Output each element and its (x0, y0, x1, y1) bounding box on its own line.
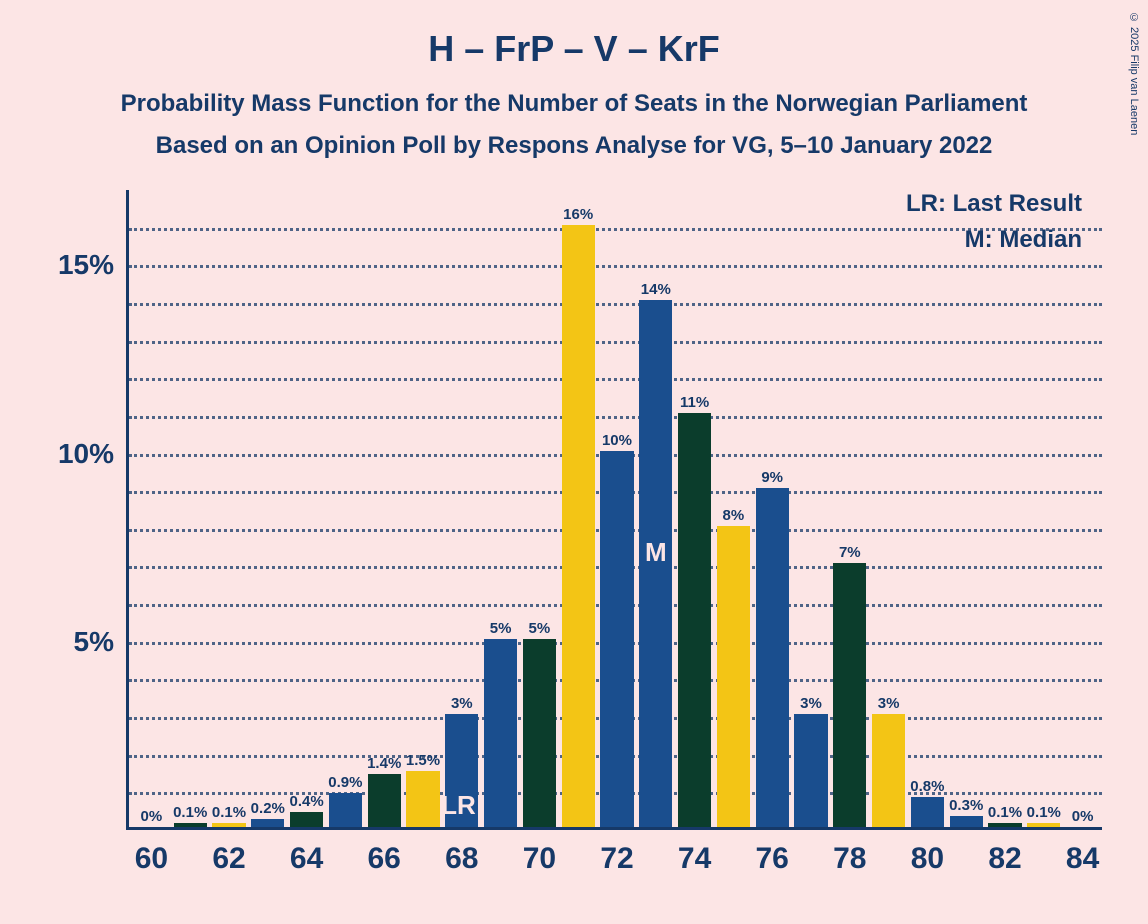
gridline (129, 228, 1102, 231)
bar: 0.1% (174, 823, 207, 827)
bar: 14%M (639, 300, 672, 827)
bar-value-label: 0.9% (328, 774, 362, 791)
median-marker: M (639, 537, 672, 568)
bar: 11% (678, 413, 711, 827)
chart-title: H – FrP – V – KrF (0, 0, 1148, 70)
bar: 3%LR (445, 714, 478, 827)
x-tick-label: 68 (445, 842, 478, 876)
chart-subtitle-2: Based on an Opinion Poll by Respons Anal… (0, 132, 1148, 160)
bar: 0.1% (1027, 823, 1060, 827)
bar-value-label: 1.5% (406, 752, 440, 769)
bar-value-label: 0.8% (910, 778, 944, 795)
x-tick-label: 66 (368, 842, 401, 876)
legend: LR: Last Result M: Median (906, 190, 1082, 254)
bar: 3% (794, 714, 827, 827)
bar: 0.4% (290, 812, 323, 827)
gridline (129, 341, 1102, 344)
bar-value-label: 1.4% (367, 755, 401, 772)
bar-value-label: 0.4% (289, 793, 323, 810)
bar-value-label: 0.3% (949, 797, 983, 814)
gridline (129, 265, 1102, 268)
bar: 0.8% (911, 797, 944, 827)
y-tick-label: 15% (58, 249, 114, 281)
bar-value-label: 0.1% (988, 804, 1022, 821)
chart-subtitle-1: Probability Mass Function for the Number… (0, 90, 1148, 118)
x-tick-label: 72 (600, 842, 633, 876)
bar: 3% (872, 714, 905, 827)
bar-value-label: 11% (680, 394, 709, 411)
bar-value-label: 3% (878, 695, 900, 712)
legend-lr: LR: Last Result (906, 190, 1082, 218)
bar-value-label: 0% (1072, 808, 1094, 825)
bar-value-label: 5% (529, 620, 551, 637)
bar-value-label: 0% (141, 808, 163, 825)
bar: 8% (717, 526, 750, 827)
bar: 10% (600, 451, 633, 827)
bar: 5% (484, 639, 517, 827)
y-tick-label: 5% (74, 626, 114, 658)
x-axis (126, 827, 1102, 830)
bar: 0.2% (251, 819, 284, 827)
bar: 0.9% (329, 793, 362, 827)
x-tick-label: 64 (290, 842, 323, 876)
bar-value-label: 16% (563, 206, 593, 223)
bar: 0.1% (988, 823, 1021, 827)
bar-value-label: 0.1% (1027, 804, 1061, 821)
y-axis (126, 190, 129, 830)
bar-value-label: 9% (761, 469, 783, 486)
x-tick-label: 70 (523, 842, 556, 876)
x-tick-label: 84 (1066, 842, 1099, 876)
bar-value-label: 0.1% (173, 804, 207, 821)
x-tick-label: 78 (833, 842, 866, 876)
bar: 0.3% (950, 816, 983, 827)
bar-value-label: 7% (839, 544, 861, 561)
gridline (129, 378, 1102, 381)
bar-value-label: 3% (451, 695, 473, 712)
bar-value-label: 10% (602, 432, 632, 449)
bar-value-label: 3% (800, 695, 822, 712)
x-tick-label: 80 (911, 842, 944, 876)
bar-value-label: 0.1% (212, 804, 246, 821)
x-tick-label: 82 (988, 842, 1021, 876)
chart-plot-area: LR: Last Result M: Median 5%10%15% 60626… (132, 190, 1102, 830)
x-tick-label: 62 (212, 842, 245, 876)
x-tick-label: 76 (756, 842, 789, 876)
bar: 1.4% (368, 774, 401, 827)
gridline (129, 416, 1102, 419)
bar-value-label: 14% (641, 281, 671, 298)
bar: 7% (833, 563, 866, 827)
bar: 0.1% (212, 823, 245, 827)
last-result-marker: LR (441, 790, 476, 821)
x-tick-label: 60 (135, 842, 168, 876)
gridline (129, 303, 1102, 306)
bar-value-label: 5% (490, 620, 512, 637)
y-tick-label: 10% (58, 438, 114, 470)
bar: 5% (523, 639, 556, 827)
x-tick-label: 74 (678, 842, 711, 876)
bar-value-label: 8% (723, 507, 745, 524)
copyright-text: © 2025 Filip van Laenen (1128, 12, 1140, 135)
bar: 16% (562, 225, 595, 827)
bar: 9% (756, 488, 789, 827)
bar: 1.5% (406, 771, 439, 827)
bar-value-label: 0.2% (251, 800, 285, 817)
